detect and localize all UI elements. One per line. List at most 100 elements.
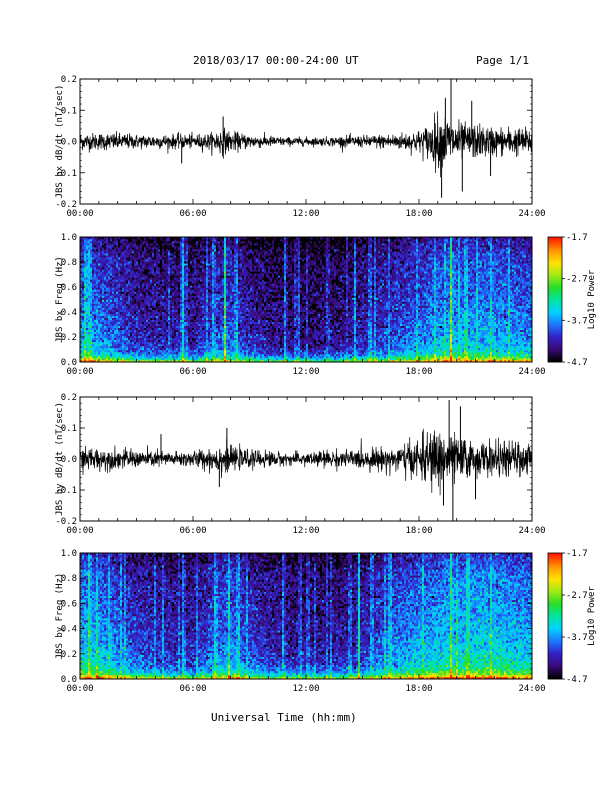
- spectrogram-cell: [156, 297, 159, 300]
- spectrogram-cell: [182, 287, 185, 290]
- spectrogram-cell: [130, 237, 133, 240]
- spectrogram-cell: [166, 355, 169, 359]
- spectrogram-cell: [120, 343, 123, 347]
- spectrogram-cell: [186, 345, 189, 349]
- spectrogram-cell: [164, 303, 167, 306]
- spectrogram-cell: [114, 319, 117, 322]
- spectrogram-cell: [112, 323, 115, 327]
- spectrogram-cell: [120, 277, 123, 280]
- spectrogram-cell: [234, 331, 237, 335]
- spectrogram-cell: [192, 299, 195, 302]
- spectrogram-cell: [146, 239, 149, 242]
- spectrogram-cell: [202, 259, 205, 262]
- spectrogram-cell: [204, 307, 207, 310]
- spectrogram-cell: [164, 241, 167, 244]
- spectrogram-cell: [194, 307, 197, 310]
- spectrogram-cell: [102, 293, 105, 296]
- spectrogram-cell: [146, 307, 149, 310]
- spectrogram-cell: [222, 275, 225, 278]
- spectrogram-cell: [190, 299, 193, 302]
- spectrogram-cell: [190, 273, 193, 276]
- spectrogram-cell: [234, 295, 237, 298]
- spectrogram-cell: [200, 237, 203, 240]
- spectrogram-cell: [98, 351, 101, 355]
- spectrogram-cell: [102, 291, 105, 294]
- spectrogram-cell: [88, 333, 91, 337]
- spectrogram-cell: [114, 279, 117, 282]
- spectrogram-cell: [218, 315, 221, 318]
- spectrogram-cell: [128, 269, 131, 272]
- spectrogram-cell: [178, 273, 181, 276]
- spectrogram-cell: [166, 241, 169, 244]
- spectrogram-cell: [104, 251, 107, 254]
- spectrogram-cell: [106, 329, 109, 333]
- spectrogram-cell: [96, 323, 99, 327]
- spectrogram-cell: [120, 345, 123, 349]
- spectrogram-cell: [214, 275, 217, 278]
- spectrogram-cell: [198, 289, 201, 292]
- spectrogram-cell: [206, 321, 209, 324]
- spectrogram-cell: [156, 311, 159, 314]
- spectrogram-cell: [174, 303, 177, 306]
- spectrogram-cell: [184, 327, 187, 331]
- spectrogram-cell: [82, 253, 85, 256]
- spectrogram-cell: [118, 287, 121, 290]
- spectrogram-cell: [236, 297, 239, 300]
- spectrogram-cell: [200, 251, 203, 254]
- spectrogram-cell: [106, 299, 109, 302]
- spectrogram-cell: [92, 359, 95, 363]
- spectrogram-cell: [106, 249, 109, 252]
- spectrogram-cell: [214, 257, 217, 260]
- spectrogram-cell: [174, 345, 177, 349]
- spectrogram-cell: [208, 325, 211, 329]
- spectrogram-cell: [102, 315, 105, 318]
- spectrogram-cell: [178, 291, 181, 294]
- spectrogram-cell: [164, 289, 167, 292]
- spectrogram-cell: [132, 281, 135, 284]
- spectrogram-cell: [86, 259, 89, 262]
- spectrogram-cell: [228, 257, 231, 260]
- spectrogram-cell: [156, 249, 159, 252]
- spectrogram-cell: [150, 297, 153, 300]
- spectrogram-cell: [118, 271, 121, 274]
- spectrogram-cell: [134, 321, 137, 324]
- spectrogram-cell: [156, 277, 159, 280]
- spectrogram-cell: [138, 301, 141, 304]
- spectrogram-cell: [156, 251, 159, 254]
- spectrogram-cell: [136, 251, 139, 254]
- spectrogram-cell: [214, 341, 217, 345]
- spectrogram-cell: [138, 291, 141, 294]
- spectrogram-cell: [218, 305, 221, 308]
- spectrogram-cell: [198, 241, 201, 244]
- spectrogram-cell: [168, 287, 171, 290]
- spectrogram-cell: [94, 297, 97, 300]
- spectrogram-cell: [196, 253, 199, 256]
- spectrogram-cell: [160, 267, 163, 270]
- spectrogram-cell: [124, 293, 127, 296]
- spectrogram-cell: [134, 281, 137, 284]
- spectrogram-cell: [166, 341, 169, 345]
- spectrogram-cell: [142, 301, 145, 304]
- spectrogram-cell: [120, 305, 123, 308]
- spectrogram-cell: [192, 271, 195, 274]
- spectrogram-cell: [186, 275, 189, 278]
- spectrogram-cell: [104, 259, 107, 262]
- spectrogram-cell: [98, 331, 101, 335]
- spectrogram-cell: [172, 249, 175, 252]
- spectrogram-cell: [180, 261, 183, 264]
- spectrogram-cell: [188, 321, 191, 324]
- spectrogram-cell: [162, 349, 165, 353]
- spectrogram-cell: [196, 299, 199, 302]
- spectrogram-cell: [130, 241, 133, 244]
- spectrogram-cell: [88, 345, 91, 349]
- spectrogram-cell: [114, 307, 117, 310]
- spectrogram-cell: [92, 315, 95, 318]
- spectrogram-cell: [84, 239, 87, 242]
- spectrogram-cell: [88, 335, 91, 339]
- spectrogram-cell: [228, 301, 231, 304]
- spectrogram-cell: [94, 315, 97, 318]
- spectrogram-cell: [178, 325, 181, 329]
- spectrogram-cell: [128, 305, 131, 308]
- spectrogram-cell: [230, 323, 233, 327]
- spectrogram-cell: [90, 311, 93, 314]
